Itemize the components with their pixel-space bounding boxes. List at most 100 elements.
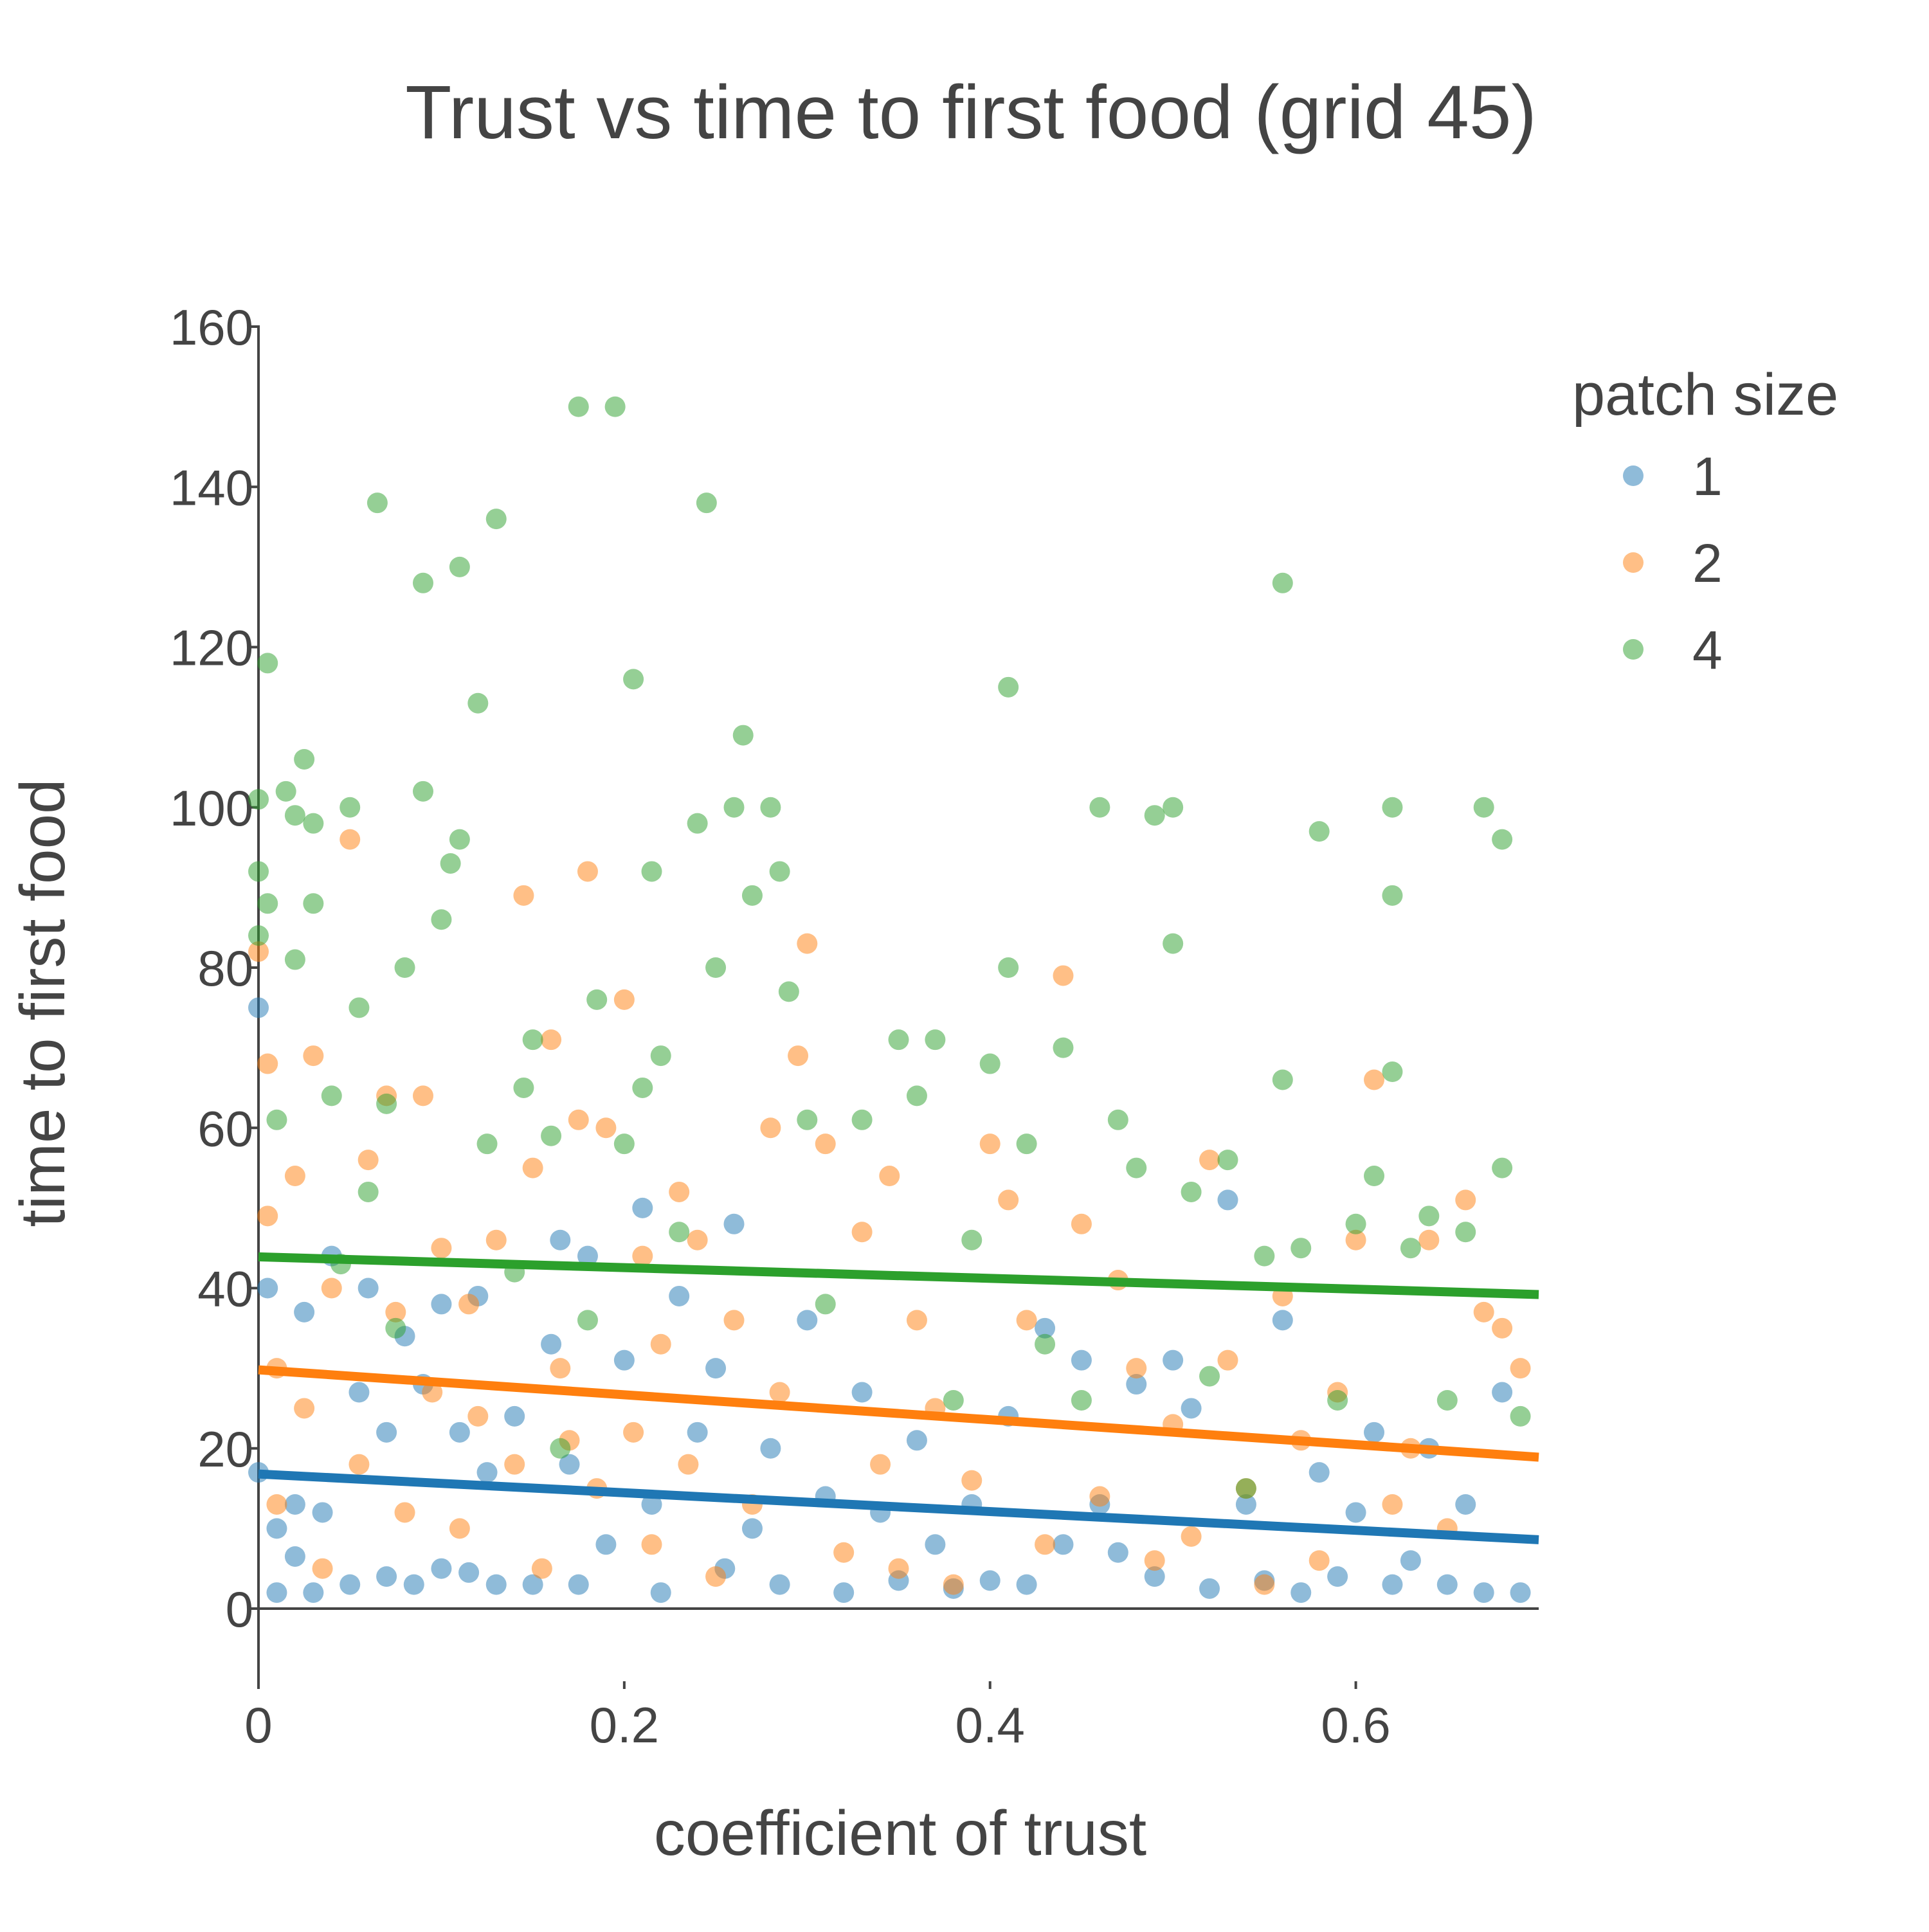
data-point: [1181, 1181, 1202, 1202]
data-point: [1144, 1566, 1165, 1587]
data-point: [248, 941, 269, 962]
data-point: [248, 925, 269, 946]
data-point: [632, 1077, 653, 1098]
data-point: [961, 1229, 983, 1250]
data-point: [979, 1133, 1001, 1155]
y-tick-label: 20: [197, 1421, 253, 1477]
data-point: [349, 997, 370, 1018]
data-point: [284, 949, 305, 970]
data-point: [595, 1534, 617, 1555]
data-point: [1163, 933, 1184, 954]
data-point: [1035, 1317, 1056, 1339]
data-point: [1400, 1550, 1421, 1571]
x-tick-label: 0: [244, 1697, 272, 1753]
data-point: [1071, 1350, 1092, 1371]
data-point: [394, 1502, 415, 1523]
data-point: [1510, 1405, 1531, 1427]
data-point: [340, 1574, 361, 1595]
data-point: [294, 748, 315, 770]
data-point: [669, 1222, 690, 1243]
data-point: [248, 997, 269, 1018]
data-point: [284, 1546, 305, 1567]
data-point: [705, 1566, 727, 1587]
data-point: [1126, 1374, 1147, 1395]
data-point: [1107, 1109, 1128, 1130]
data-point: [257, 1277, 278, 1299]
data-point: [906, 1310, 927, 1331]
data-point: [1382, 1574, 1403, 1595]
data-point: [943, 1574, 964, 1595]
data-point: [650, 1045, 671, 1067]
plot-area: 0 20 40 60 80 100 120 140 160 0 0.2 0.4 0.6: [170, 299, 1539, 1753]
data-point: [1473, 1301, 1494, 1323]
data-point: [705, 1358, 727, 1379]
legend-label-1: 1: [1692, 446, 1723, 507]
data-point: [550, 1438, 571, 1459]
data-point: [403, 1574, 424, 1595]
data-point: [303, 1045, 324, 1067]
legend-marker-1: [1623, 465, 1644, 486]
data-point: [769, 1574, 790, 1595]
data-point: [358, 1277, 379, 1299]
data-point: [1382, 885, 1403, 906]
data-point: [1199, 1366, 1220, 1387]
data-point: [266, 1494, 287, 1515]
data-point: [1071, 1389, 1092, 1411]
data-point: [422, 1382, 443, 1403]
data-point: [531, 1558, 552, 1579]
data-point: [504, 1405, 525, 1427]
data-point: [650, 1582, 671, 1603]
legend-label-4: 4: [1692, 620, 1723, 680]
data-point: [1364, 1069, 1385, 1090]
data-point: [723, 797, 745, 818]
data-point: [1492, 1382, 1513, 1403]
data-point: [723, 1310, 745, 1331]
data-point: [979, 1570, 1001, 1591]
data-point: [376, 1566, 397, 1587]
data-point: [797, 933, 818, 954]
data-point: [669, 1285, 690, 1306]
data-point: [458, 1294, 480, 1315]
data-point: [769, 861, 790, 882]
data-point: [513, 885, 534, 906]
data-point: [1272, 1310, 1293, 1331]
data-point: [760, 797, 781, 818]
data-point: [266, 1109, 287, 1130]
data-point: [303, 1582, 324, 1603]
data-point: [613, 989, 635, 1010]
data-point: [1473, 797, 1494, 818]
data-point: [412, 781, 433, 802]
data-point: [1254, 1245, 1275, 1267]
data-point: [1199, 1578, 1220, 1599]
data-point: [1272, 572, 1293, 593]
data-point: [1217, 1189, 1238, 1211]
data-point: [1035, 1534, 1056, 1555]
x-tick-label: 0.2: [590, 1697, 659, 1753]
data-point: [1418, 1205, 1440, 1227]
data-point: [248, 861, 269, 882]
y-tick-label: 40: [197, 1261, 253, 1317]
data-point: [367, 492, 388, 514]
y-tick-label: 140: [170, 459, 253, 516]
data-point: [467, 692, 489, 714]
y-tick-label: 80: [197, 940, 253, 997]
data-point: [349, 1454, 370, 1475]
data-point: [1345, 1502, 1366, 1523]
data-point: [376, 1422, 397, 1443]
data-point: [1107, 1542, 1128, 1563]
data-point: [741, 1518, 763, 1539]
data-point: [1492, 1317, 1513, 1339]
data-point: [1053, 965, 1074, 986]
y-tick-label: 120: [170, 620, 253, 676]
data-point: [266, 1518, 287, 1539]
data-point: [358, 1181, 379, 1202]
data-point: [788, 1045, 809, 1067]
data-point: [1291, 1238, 1312, 1259]
data-point: [550, 1358, 571, 1379]
data-point: [577, 1245, 598, 1267]
data-point: [541, 1333, 562, 1355]
data-point: [394, 957, 415, 978]
data-point: [257, 893, 278, 914]
legend-title: patch size: [1572, 362, 1838, 428]
